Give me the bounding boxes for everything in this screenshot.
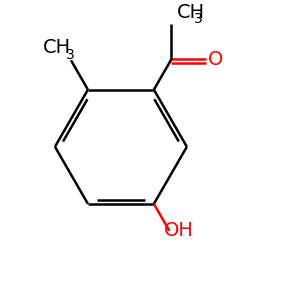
Text: OH: OH	[164, 221, 194, 240]
Text: CH: CH	[43, 38, 71, 57]
Text: O: O	[208, 50, 224, 69]
Text: 3: 3	[194, 12, 202, 26]
Text: CH: CH	[177, 3, 205, 22]
Text: 3: 3	[66, 48, 75, 62]
